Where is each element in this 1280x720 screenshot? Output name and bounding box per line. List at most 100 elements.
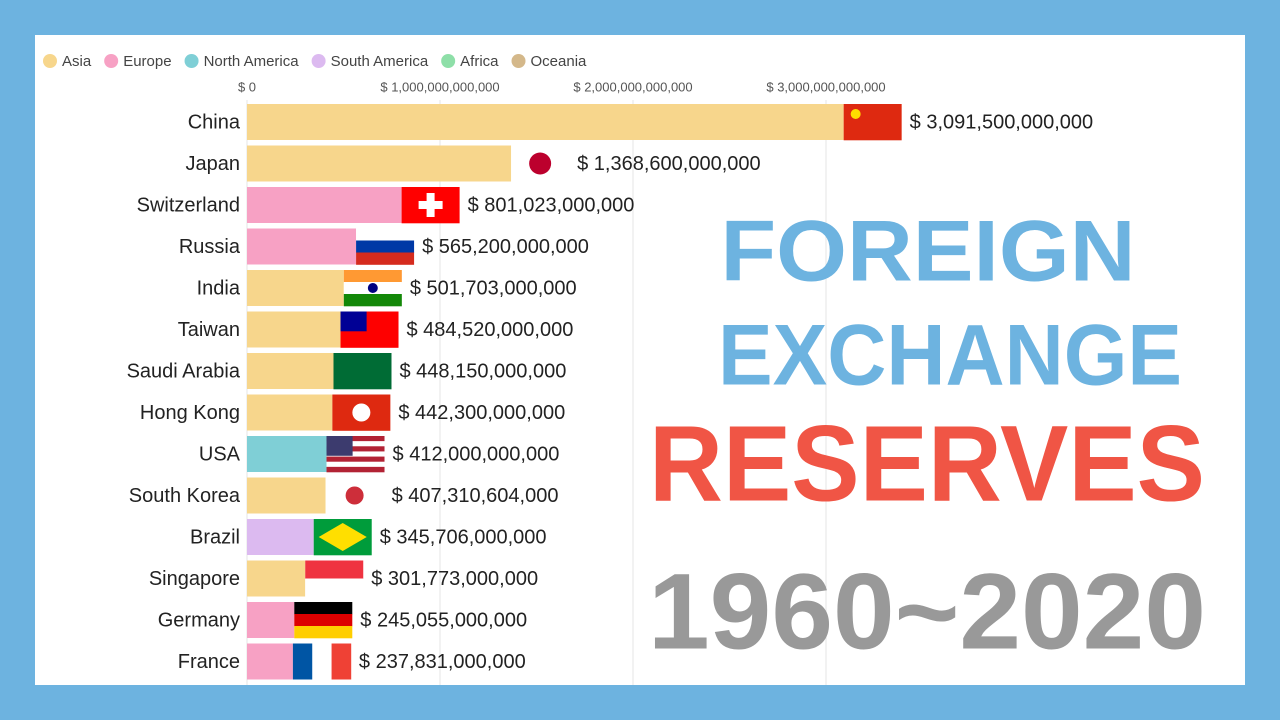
bar	[247, 228, 357, 265]
bar	[247, 560, 306, 597]
flag-part	[343, 270, 402, 283]
legend-label: North America	[204, 53, 300, 70]
y-tick-label: Germany	[158, 609, 240, 631]
flag-part	[356, 240, 415, 253]
flag	[326, 436, 385, 473]
flag-part	[343, 294, 402, 307]
flag	[843, 104, 902, 141]
bar	[247, 477, 326, 514]
bar	[247, 353, 334, 389]
flag-part	[312, 643, 332, 680]
bar	[247, 187, 402, 223]
x-tick-label: $ 3,000,000,000,000	[766, 79, 885, 94]
flag-part	[294, 626, 353, 639]
panel	[35, 35, 1245, 685]
flag-part	[326, 451, 385, 457]
flag-part	[356, 228, 415, 241]
flag-part	[326, 436, 353, 456]
title-line: EXCHANGE	[718, 308, 1182, 404]
value-label: $ 407,310,604,000	[392, 485, 559, 507]
flag	[401, 187, 460, 224]
flag-part	[367, 283, 378, 293]
value-label: $ 501,703,000,000	[410, 277, 577, 299]
y-tick-label: Singapore	[149, 568, 240, 590]
flag-part	[850, 109, 861, 119]
flag	[305, 560, 364, 597]
flag	[313, 519, 372, 556]
flag-part	[331, 643, 352, 680]
flag-part	[305, 578, 364, 597]
y-tick-label: Russia	[179, 236, 241, 258]
flag	[294, 602, 353, 639]
flag	[332, 394, 391, 431]
flag-part	[333, 353, 392, 390]
flag-part	[294, 614, 353, 627]
flag-part	[305, 560, 364, 579]
legend-swatch	[104, 54, 119, 68]
value-label: $ 245,055,000,000	[360, 609, 527, 631]
value-label: $ 484,520,000,000	[407, 319, 574, 341]
flag-part	[326, 456, 385, 463]
bar	[247, 602, 295, 638]
y-tick-label: Switzerland	[137, 194, 240, 216]
title-line: RESERVES	[649, 403, 1205, 524]
flag-part	[843, 104, 902, 141]
legend-swatch	[311, 54, 326, 68]
bar	[247, 519, 314, 555]
value-label: $ 345,706,000,000	[380, 526, 547, 548]
y-tick-label: South Korea	[129, 485, 241, 507]
y-tick-label: Brazil	[190, 526, 240, 548]
value-label: $ 3,091,500,000,000	[910, 111, 1094, 133]
x-tick-label: $ 1,000,000,000,000	[380, 79, 499, 94]
legend-swatch	[43, 54, 57, 68]
legend-swatch	[441, 54, 456, 68]
value-label: $ 412,000,000,000	[393, 443, 560, 465]
y-tick-label: China	[188, 111, 241, 133]
flag	[356, 228, 415, 265]
flag	[340, 311, 399, 348]
bar	[247, 436, 327, 472]
title-line: FOREIGN	[721, 204, 1136, 300]
legend-label: Europe	[123, 53, 171, 70]
x-tick-label: $ 0	[238, 79, 256, 94]
flag	[292, 643, 352, 680]
bar	[247, 311, 341, 348]
flag-part	[356, 252, 415, 265]
y-tick-label: Taiwan	[178, 319, 240, 341]
flag	[325, 477, 384, 514]
y-tick-label: USA	[199, 443, 241, 465]
flag-part	[418, 201, 443, 209]
y-tick-label: France	[178, 651, 240, 673]
legend-label: Oceania	[531, 53, 588, 70]
subtitle: 1960~2020	[648, 551, 1206, 672]
y-tick-label: Hong Kong	[140, 402, 240, 424]
y-tick-label: Japan	[186, 153, 241, 175]
bar	[247, 643, 293, 680]
flag-part	[345, 486, 364, 505]
flag-part	[326, 446, 385, 452]
flag	[333, 353, 392, 390]
x-tick-label: $ 2,000,000,000,000	[573, 79, 692, 94]
value-label: $ 448,150,000,000	[399, 360, 566, 382]
flag-part	[352, 403, 371, 422]
flag-part	[326, 466, 385, 473]
flag-part	[294, 602, 353, 615]
legend-swatch	[511, 54, 526, 68]
legend-label: Africa	[460, 53, 499, 70]
flag-part	[326, 461, 385, 468]
bars	[247, 104, 902, 680]
value-label: $ 442,300,000,000	[398, 402, 565, 424]
value-label: $ 565,200,000,000	[422, 236, 589, 258]
flag-part	[292, 643, 313, 680]
flag-part	[326, 436, 385, 442]
y-tick-label: Saudi Arabia	[127, 360, 241, 382]
flag-part	[340, 311, 367, 332]
bar	[247, 104, 844, 140]
bar	[247, 394, 333, 431]
flag-part	[326, 441, 385, 447]
value-label: $ 237,831,000,000	[359, 651, 526, 673]
legend-swatch	[184, 54, 199, 68]
value-label: $ 301,773,000,000	[371, 568, 538, 590]
